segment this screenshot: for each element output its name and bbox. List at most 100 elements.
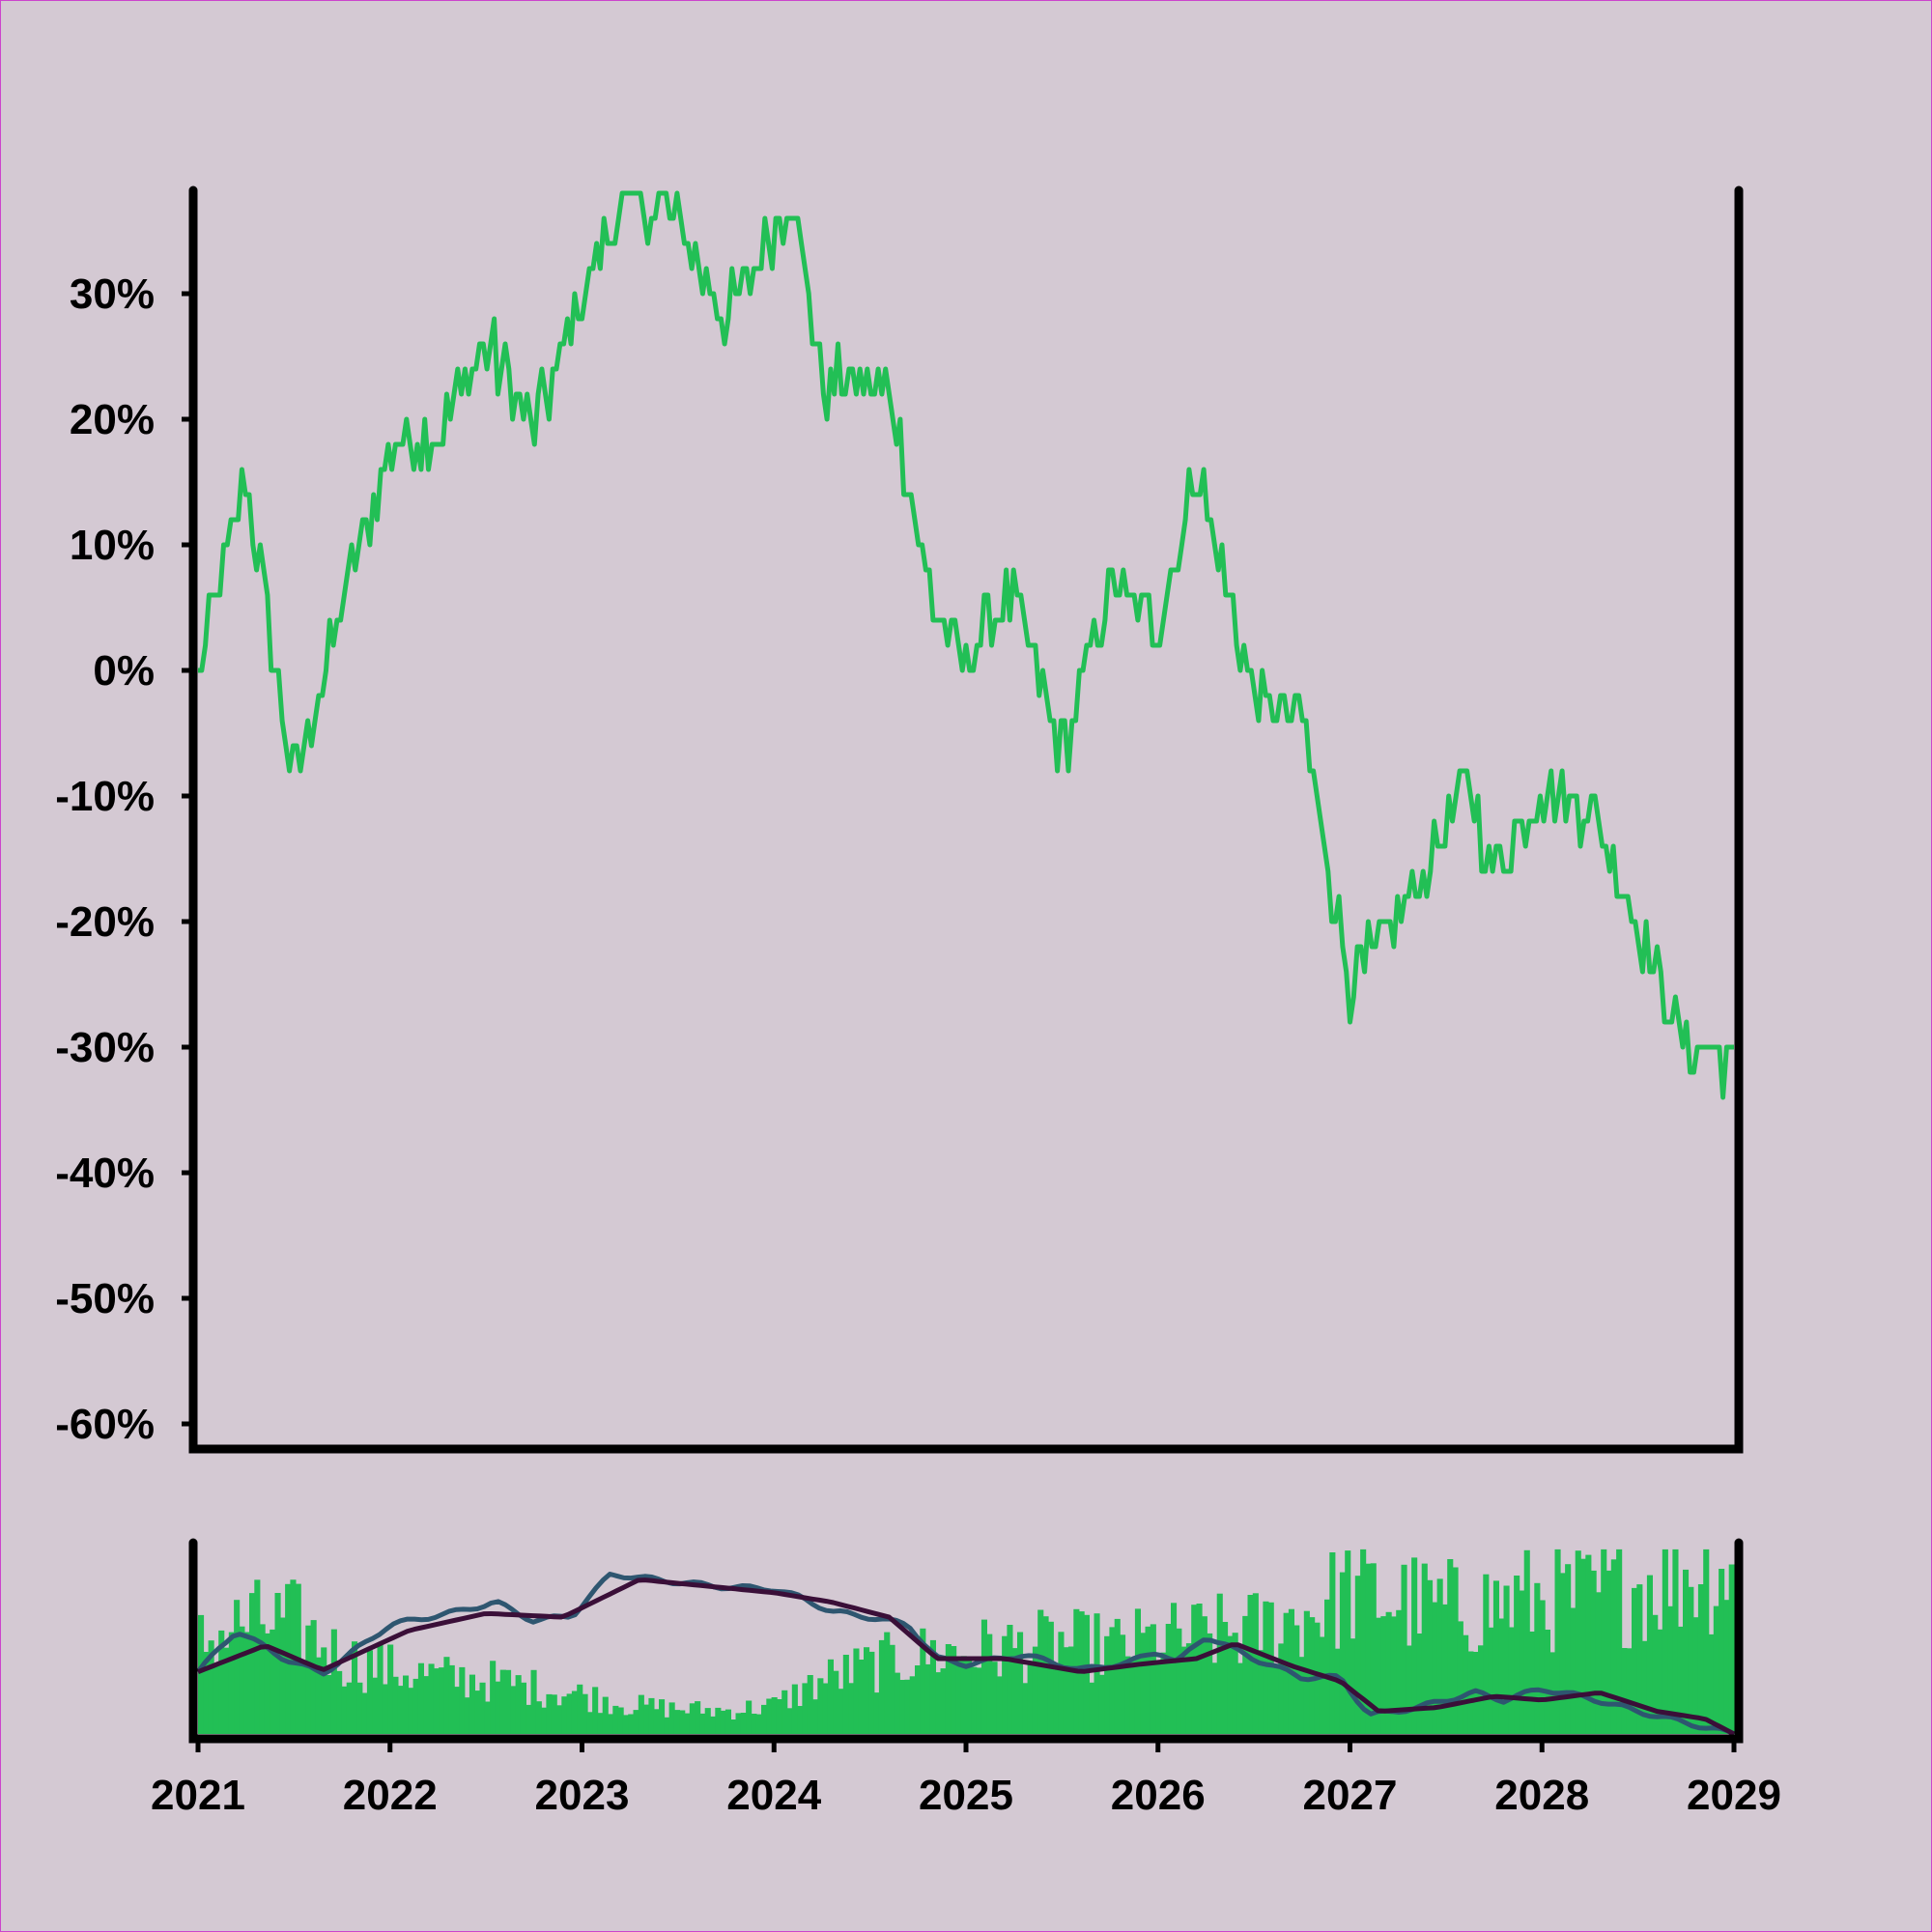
volume-bar [530,1669,537,1734]
volume-bar [1293,1625,1300,1734]
volume-bar [868,1651,875,1734]
volume-bar [592,1687,599,1734]
volume-bar [1207,1633,1213,1734]
volume-bar [1441,1604,1448,1734]
volume-bar [659,1699,666,1734]
volume-bar [484,1701,491,1734]
volume-bar [526,1704,532,1734]
volume-bar [1605,1570,1612,1734]
volume-bar [1483,1574,1490,1734]
volume-bar [899,1680,906,1734]
volume-bar [1124,1656,1131,1734]
volume-bar [1329,1552,1336,1734]
volume-bar [300,1662,307,1734]
volume-bar [1354,1576,1361,1734]
volume-bar [822,1683,829,1734]
volume-bar [761,1704,768,1734]
volume-bar [1534,1582,1541,1734]
volume-bar [474,1690,481,1734]
volume-bar [1708,1634,1715,1734]
volume-bar [1120,1634,1126,1734]
volume-bar [459,1666,466,1734]
volume-bar [1672,1548,1679,1734]
volume-bar [842,1655,849,1734]
volume-bar [352,1641,358,1734]
volume-bar [1457,1621,1463,1734]
volume-bar [1283,1612,1290,1734]
volume-bar [356,1682,363,1734]
volume-bar [412,1678,419,1734]
volume-bar [366,1650,373,1734]
volume-bar [1575,1550,1581,1734]
volume-bar [986,1634,993,1734]
volume-bar [1360,1548,1367,1734]
volume-panel: 2021 2022 2023 2024 2025 2026 2027 2028 2029 [151,1538,1781,1819]
volume-bar [556,1705,563,1734]
volume-bar [1692,1617,1699,1734]
volume-bar [515,1675,522,1734]
volume-bar [648,1697,655,1734]
volume-bar [1452,1567,1459,1734]
volume-bar [781,1690,788,1734]
volume-bar [1007,1625,1013,1734]
volume-bar [1083,1614,1090,1734]
volume-bar [1160,1652,1167,1734]
volume-bar [546,1693,553,1734]
volume-bar [1463,1634,1469,1734]
volume-bar [1601,1548,1607,1734]
volume-bar [1657,1629,1663,1734]
volume-bar [1570,1607,1577,1734]
volume-bar [730,1719,737,1734]
volume-bar [643,1704,650,1734]
volume-bar [695,1701,701,1734]
volume-bar [622,1715,629,1734]
volume-bar [1427,1579,1434,1734]
volume-bar [387,1644,394,1734]
volume-bar [326,1675,332,1734]
volume-bar [1053,1669,1060,1734]
volume-bar [1011,1648,1018,1734]
volume-bar [566,1693,573,1734]
volume-bar [582,1693,588,1734]
volume-bar [1376,1617,1382,1734]
y-tick-label: -30% [55,1024,155,1071]
volume-bar [766,1698,773,1734]
volume-bar [1390,1616,1397,1734]
volume-bar [408,1688,414,1734]
y-tick-label: 30% [70,270,155,318]
volume-bar [740,1713,747,1734]
volume-bar [935,1672,942,1734]
volume-bar [1002,1635,1009,1734]
volume-bar [315,1657,322,1734]
volume-bar [715,1707,722,1734]
volume-bar [1258,1650,1264,1734]
volume-bar [1508,1627,1515,1734]
volume-bar [249,1593,256,1734]
volume-bar [535,1701,542,1734]
volume-bar [1222,1622,1229,1734]
volume-bar [1211,1662,1218,1734]
volume-bar [991,1662,998,1734]
y-tick-label: 20% [70,396,155,443]
volume-bar [377,1644,384,1734]
x-tick-label: 2029 [1687,1772,1781,1819]
volume-bar [1641,1640,1648,1734]
volume-bar [838,1689,844,1734]
volume-bar [776,1699,782,1734]
volume-bar [392,1676,399,1734]
volume-bar [755,1714,762,1734]
volume-bar [1145,1626,1151,1734]
volume-bar [1134,1608,1141,1734]
volume-bar [1436,1578,1443,1734]
volume-bar [940,1668,947,1734]
x-tick-label: 2026 [1111,1772,1206,1819]
volume-bar [479,1682,486,1734]
volume-bar [1492,1580,1499,1734]
volume-bar [1309,1617,1316,1734]
volume-bar [1616,1548,1623,1734]
volume-bar [203,1652,210,1734]
volume-bar [1646,1575,1653,1734]
volume-bar [1140,1633,1147,1734]
y-tick-label: -60% [55,1401,155,1448]
volume-bar [1150,1624,1156,1734]
